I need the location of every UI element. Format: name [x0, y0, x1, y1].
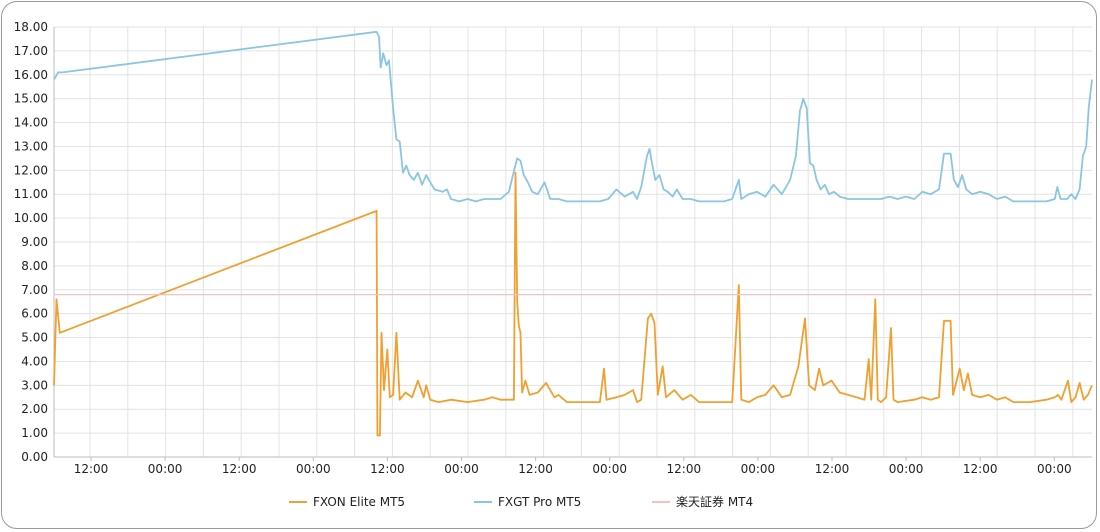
y-tick-label: 9.00: [21, 235, 48, 249]
y-tick-label: 15.00: [14, 92, 48, 106]
y-tick-label: 4.00: [21, 354, 48, 368]
x-tick-label: 00:00: [296, 462, 331, 476]
series-line: [53, 30, 1093, 203]
y-tick-label: 3.00: [21, 378, 48, 392]
y-tick-label: 7.00: [21, 283, 48, 297]
x-tick-label: 00:00: [444, 462, 479, 476]
y-tick-label: 5.00: [21, 331, 48, 345]
chart-grid: [53, 26, 1092, 458]
x-tick-label: 00:00: [741, 462, 776, 476]
x-tick-label: 12:00: [963, 462, 998, 476]
x-tick-label: 12:00: [222, 462, 257, 476]
x-tick-label: 00:00: [592, 462, 627, 476]
chart-series: [53, 30, 1093, 437]
y-tick-label: 6.00: [21, 307, 48, 321]
y-tick-label: 13.00: [14, 139, 48, 153]
y-tick-label: 10.00: [14, 211, 48, 225]
series-line: [53, 171, 1093, 437]
y-tick-label: 0.00: [21, 450, 48, 464]
x-tick-label: 00:00: [148, 462, 183, 476]
y-tick-label: 18.00: [14, 20, 48, 34]
x-tick-label: 12:00: [815, 462, 850, 476]
x-tick-label: 12:00: [370, 462, 405, 476]
y-axis-ticks: 0.00 1.00 2.00 3.00 4.00 5.00 6.00 7.00 8.00 9.00…: [14, 20, 48, 464]
y-tick-label: 17.00: [14, 44, 48, 58]
x-tick-label: 12:00: [667, 462, 702, 476]
x-axis-ticks: 12:00 00:00 12:00 00:00 12:00 00:00 12:00 00:00…: [74, 457, 1072, 476]
legend-label: 楽天証券 MT4: [676, 494, 753, 509]
x-tick-label: 12:00: [74, 462, 109, 476]
y-tick-label: 1.00: [21, 426, 48, 440]
y-tick-label: 8.00: [21, 259, 48, 273]
x-tick-label: 12:00: [518, 462, 553, 476]
y-tick-label: 2.00: [21, 402, 48, 416]
legend-label: FXON Elite MT5: [313, 495, 405, 509]
y-tick-label: 14.00: [14, 116, 48, 130]
y-tick-label: 12.00: [14, 163, 48, 177]
x-tick-label: 00:00: [889, 462, 924, 476]
legend-label: FXGT Pro MT5: [498, 495, 581, 509]
y-tick-label: 11.00: [14, 187, 48, 201]
chart-legend: FXON Elite MT5 FXGT Pro MT5 楽天証券 MT4: [289, 494, 753, 509]
x-tick-label: 00:00: [1037, 462, 1072, 476]
y-tick-label: 16.00: [14, 68, 48, 82]
